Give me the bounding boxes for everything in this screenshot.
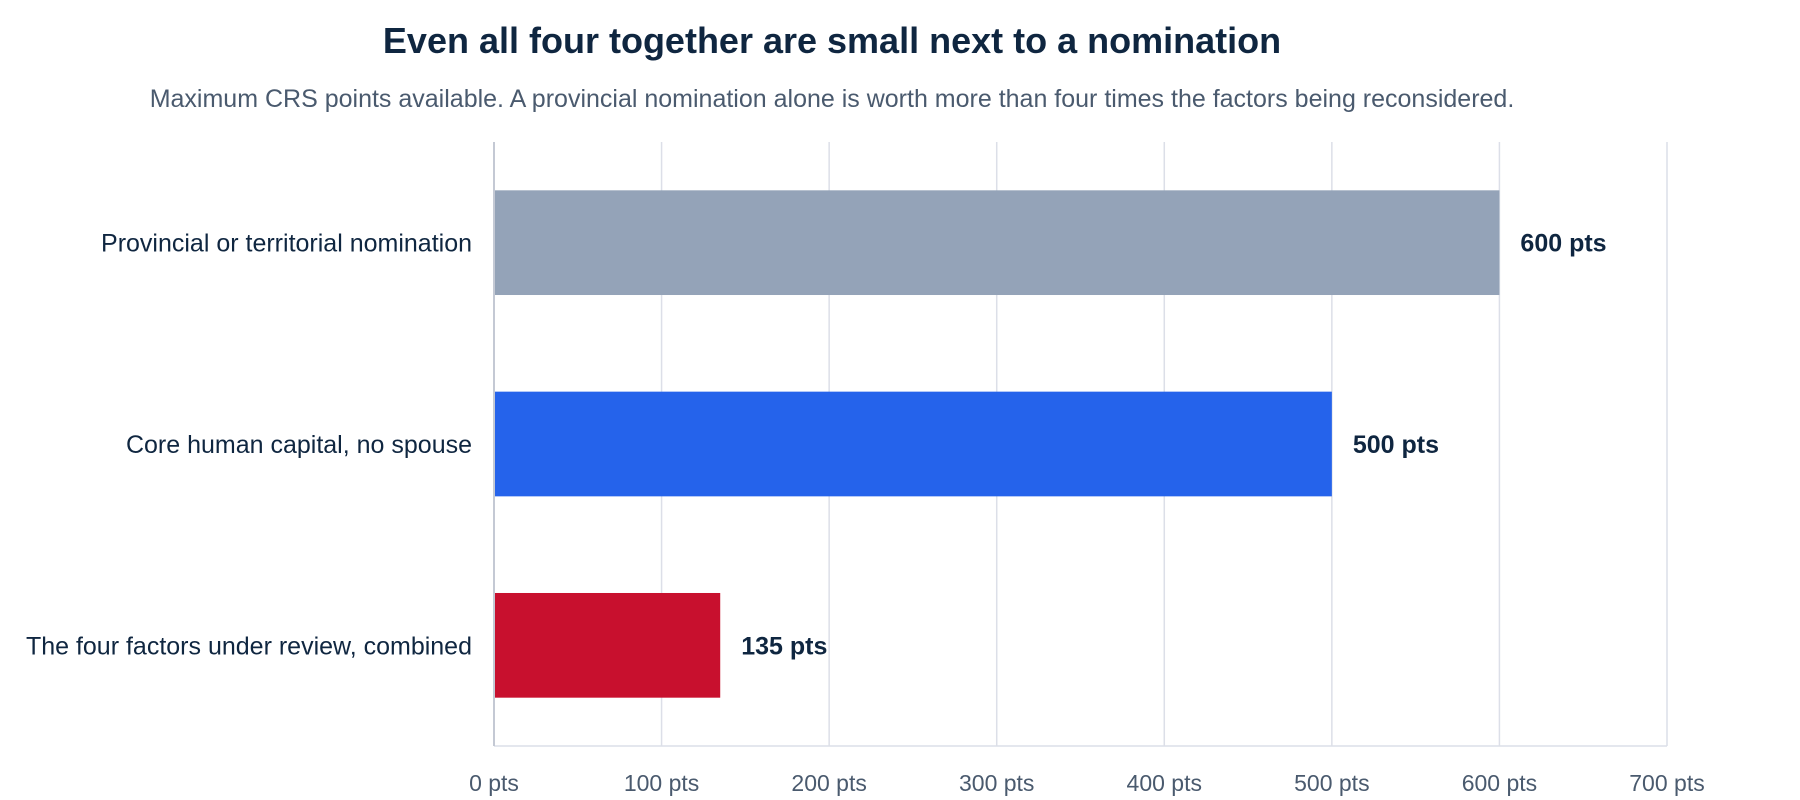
bar: [494, 592, 721, 698]
chart-subtitle: Maximum CRS points available. A provinci…: [150, 85, 1515, 113]
bar: [494, 190, 1500, 296]
x-tick-label: 500 pts: [1294, 770, 1369, 796]
x-tick-label: 200 pts: [791, 770, 866, 796]
value-labels: 600 pts 500 pts 135 pts: [741, 230, 1606, 661]
data-label: 135 pts: [741, 632, 827, 660]
x-tick-label: 600 pts: [1462, 770, 1537, 796]
x-tick-label: 700 pts: [1629, 770, 1704, 796]
bars: [494, 190, 1500, 698]
bar: [494, 391, 1332, 497]
category-labels: Provincial or territorial nomination Core…: [26, 230, 472, 661]
category-label: The four factors under review, combined: [26, 632, 472, 660]
x-axis-ticks: 0 pts 100 pts 200 pts 300 pts 400 pts 500 pts…: [469, 770, 1705, 796]
data-label: 500 pts: [1353, 431, 1439, 459]
x-tick-label: 300 pts: [959, 770, 1034, 796]
x-tick-label: 0 pts: [469, 770, 519, 796]
category-label: Provincial or territorial nomination: [101, 230, 472, 258]
x-tick-label: 400 pts: [1127, 770, 1202, 796]
data-label: 600 pts: [1520, 230, 1606, 258]
x-tick-label: 100 pts: [624, 770, 699, 796]
chart-title: Even all four together are small next to…: [383, 20, 1281, 61]
category-label: Core human capital, no spouse: [126, 431, 472, 459]
